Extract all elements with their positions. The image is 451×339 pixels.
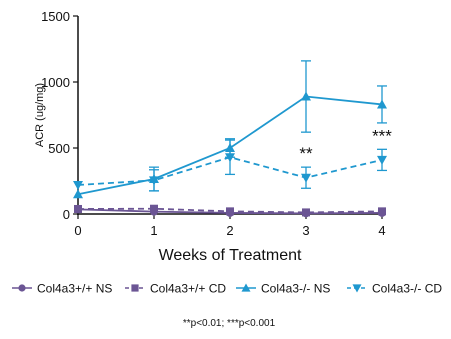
data-point [226, 207, 234, 216]
series-3 [73, 60, 387, 199]
data-point [131, 284, 139, 292]
legend: Col4a3+/+ NS Col4a3+/+ CD Col4a3-/- NS Col4… [12, 282, 442, 296]
annotations: ***** [299, 126, 392, 163]
data-point [241, 283, 251, 292]
data-point [301, 91, 311, 101]
data-point [73, 189, 83, 199]
plot-area [73, 60, 387, 218]
legend-label: Col4a3-/- NS [261, 282, 330, 296]
data-point [378, 207, 386, 216]
legend-label: Col4a3+/+ CD [150, 282, 226, 296]
series-2 [74, 204, 386, 217]
data-point [301, 173, 311, 183]
legend-label: Col4a3-/- CD [372, 282, 442, 296]
legend-item-1: Col4a3+/+ NS [12, 282, 112, 296]
x-tick-label: 3 [302, 223, 309, 238]
data-point [377, 155, 387, 165]
x-tick-label: 1 [150, 223, 157, 238]
data-point [352, 284, 362, 293]
footnote: **p<0.01; ***p<0.001 [183, 318, 276, 329]
y-tick-label: 1500 [41, 9, 70, 24]
data-point [377, 99, 387, 109]
data-point [302, 208, 310, 217]
y-tick-label: 0 [63, 207, 70, 222]
legend-item-3: Col4a3-/- NS [236, 282, 330, 296]
data-point [73, 180, 83, 190]
series-4 [73, 139, 387, 192]
data-point [149, 176, 159, 186]
legend-label: Col4a3+/+ NS [37, 282, 112, 296]
significance-label: ** [299, 144, 313, 163]
x-tick-label: 4 [378, 223, 385, 238]
x-tick-label: 2 [226, 223, 233, 238]
axes: 0 500 1000 1500 0 1 2 3 4 Weeks of Treatment ACR (… [34, 9, 386, 264]
y-tick-label: 500 [48, 141, 70, 156]
x-tick-label: 0 [74, 223, 81, 238]
legend-item-2: Col4a3+/+ CD [125, 282, 226, 296]
data-point [225, 153, 235, 163]
data-point [150, 204, 158, 213]
significance-label: *** [372, 126, 392, 145]
y-tick-label: 1000 [41, 75, 70, 90]
legend-item-4: Col4a3-/- CD [347, 282, 442, 296]
data-point [18, 284, 26, 292]
data-point [74, 204, 82, 213]
x-axis-title: Weeks of Treatment [159, 247, 302, 264]
y-axis-title: ACR (ug/mg) [34, 83, 46, 147]
